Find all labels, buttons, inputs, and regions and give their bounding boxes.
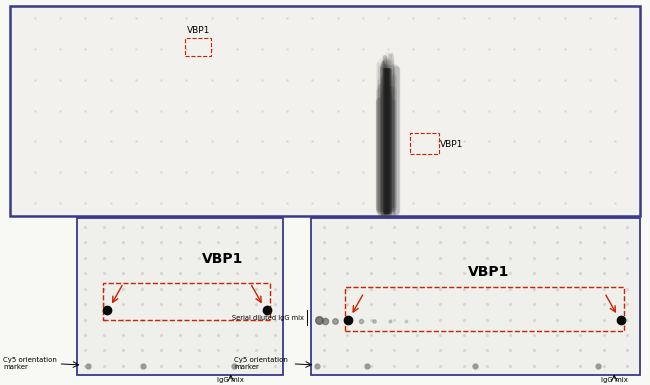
Bar: [185, 38, 211, 56]
Bar: [10, 6, 640, 216]
Text: IgG mix: IgG mix: [601, 377, 628, 383]
Bar: [344, 287, 624, 331]
Text: VBP1: VBP1: [187, 26, 210, 35]
Text: VBP1: VBP1: [440, 140, 463, 149]
Text: Cy5 orientation
marker: Cy5 orientation marker: [3, 357, 57, 370]
Bar: [410, 133, 439, 154]
Bar: [77, 218, 283, 375]
Bar: [103, 283, 270, 320]
Text: VBP1: VBP1: [468, 265, 510, 279]
Bar: [311, 218, 640, 375]
Text: Serial diluted IgG mix: Serial diluted IgG mix: [232, 315, 304, 321]
Text: Cy5 orientation
marker: Cy5 orientation marker: [234, 357, 288, 370]
Text: VBP1: VBP1: [202, 252, 243, 266]
Text: IgG mix: IgG mix: [217, 377, 244, 383]
